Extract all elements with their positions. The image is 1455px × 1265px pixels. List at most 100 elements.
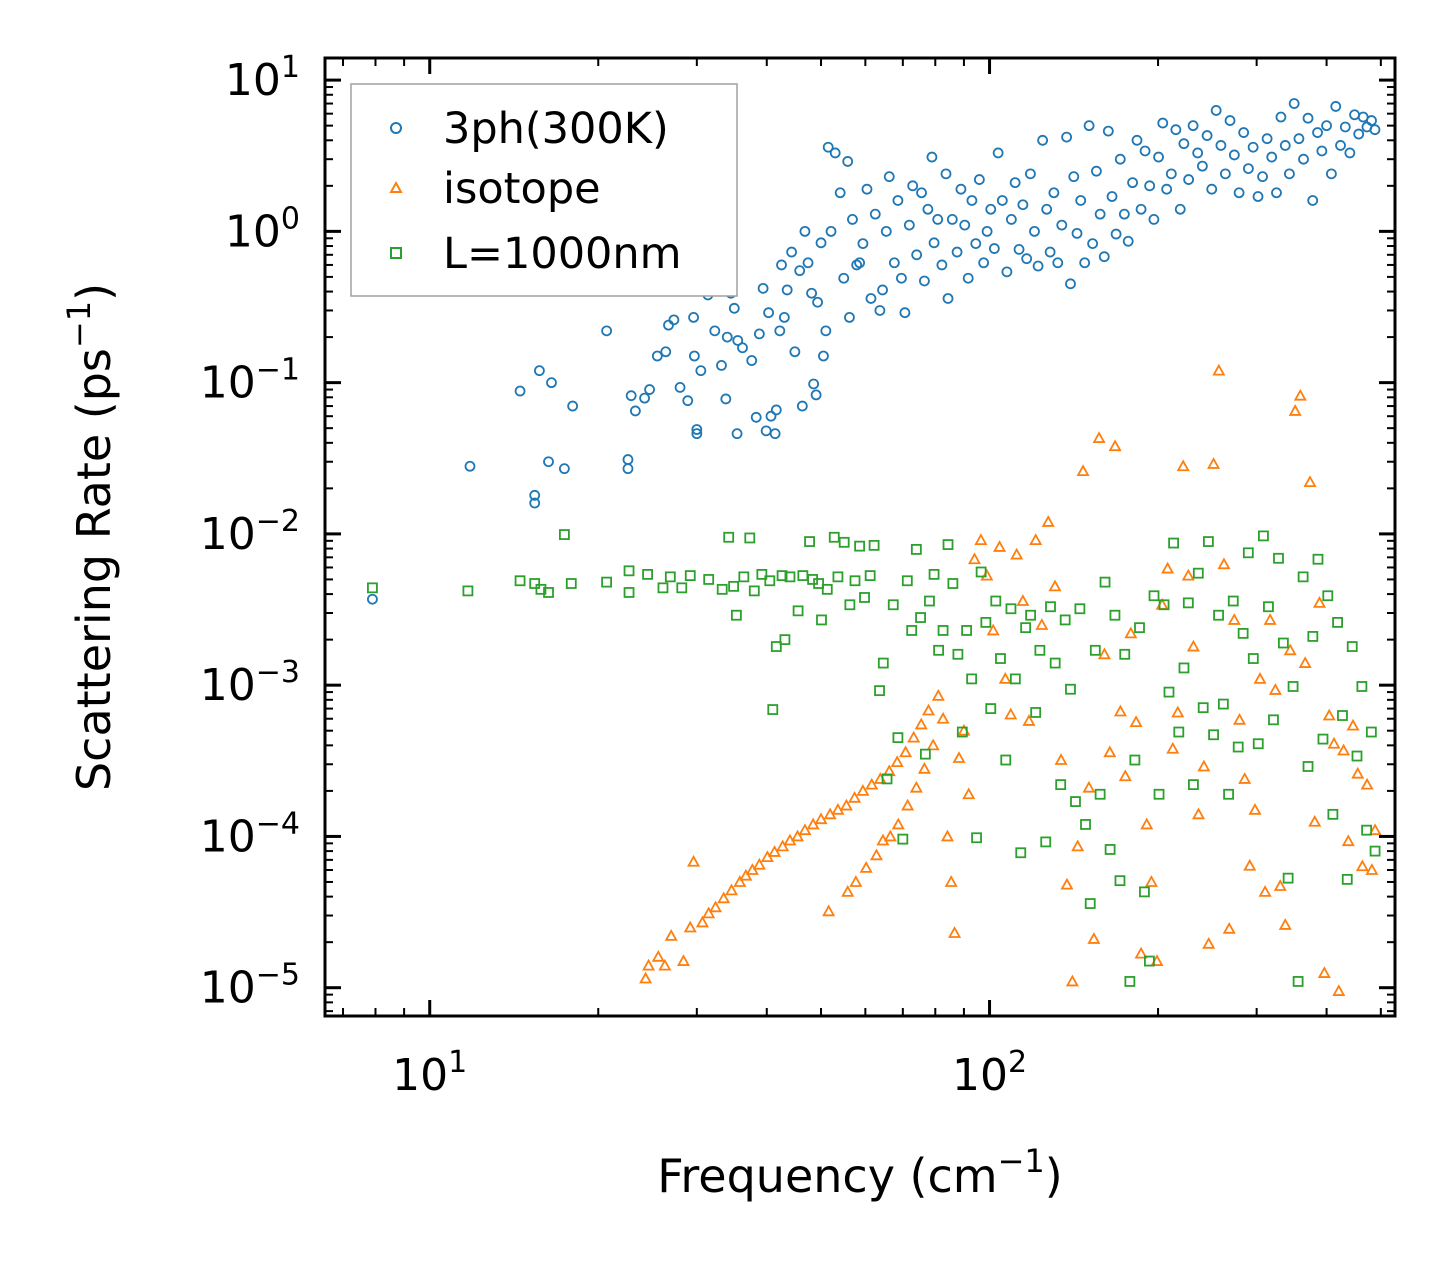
data-point [1266,151,1278,163]
plot-frame [323,56,1397,1018]
data-point [1227,595,1239,607]
data-point [1127,177,1138,189]
data-point [1075,195,1087,206]
data-point [1094,208,1106,220]
data-point [1165,168,1177,180]
data-points [367,98,1382,996]
data-point [764,575,776,587]
data-point [919,275,930,287]
data-point [854,257,866,269]
data-point [903,219,915,231]
data-point [1238,127,1250,138]
data-point [1202,936,1216,949]
data-point [716,360,727,371]
y-tick-label: 10−4 [200,806,300,862]
data-point [774,325,786,337]
data-point [1114,875,1126,887]
data-point [942,293,954,304]
data-point [1275,111,1287,123]
data-point [815,237,827,249]
data-point [849,875,863,887]
data-point [1102,125,1114,137]
data-point [657,582,669,594]
data-point [822,141,834,153]
data-point [828,531,840,543]
data-point [1242,163,1254,174]
data-point [1302,761,1314,772]
data-point [1124,976,1136,987]
data-point [844,599,856,611]
data-point [980,568,994,581]
data-point [660,346,672,358]
data-point [1134,622,1145,634]
data-point [367,582,378,594]
data-point [1079,257,1091,269]
data-point [1009,673,1021,685]
data-point [776,259,787,271]
data-point [888,257,900,269]
data-point [812,296,823,308]
data-point [926,738,940,751]
data-point [944,875,958,887]
data-point [854,540,866,552]
data-point [1365,863,1379,875]
data-point [869,208,881,220]
data-point [1041,203,1053,215]
data-point [1337,743,1351,756]
data-point [998,672,1012,684]
data-point [1099,576,1111,588]
data-point [731,428,743,440]
data-point [1135,203,1147,215]
y-tick-label: 10−3 [200,655,300,711]
data-point [1170,124,1182,136]
data-point [1056,219,1068,231]
data-point [639,392,650,404]
data-point [1257,171,1268,183]
series-3ph(300K) [367,98,1381,605]
data-point [464,460,476,472]
data-point [1213,609,1224,621]
data-point [1087,932,1101,944]
data-point [1114,153,1126,165]
data-point [907,180,919,192]
data-point [1232,712,1247,725]
data-point [1237,627,1249,639]
data-point [1092,431,1106,443]
data-point [1248,802,1262,815]
data-point [674,382,686,393]
data-point [651,949,665,962]
data-point [1238,772,1252,784]
data-point [763,307,774,319]
data-point [804,536,815,547]
data-point [1163,686,1175,698]
legend: 3ph(300K) isotope L=1000nm [350,83,738,297]
data-point [1129,715,1143,727]
data-point [1344,147,1356,159]
data-point [639,971,653,984]
data-point [921,703,936,716]
data-point [1104,844,1116,855]
data-point [966,673,978,685]
legend-marker-3ph [390,122,402,134]
data-point [1351,766,1365,779]
data-point [1174,203,1186,215]
data-point [1017,199,1029,211]
data-point [1356,681,1368,692]
data-point [1113,704,1127,717]
data-point [970,238,982,250]
data-point [558,463,570,475]
data-point [1178,138,1190,150]
data-point [967,552,982,565]
data-point [1325,168,1337,180]
data-point [916,187,927,199]
data-point [1035,618,1049,630]
data-point [1197,702,1209,714]
data-point [952,751,966,763]
data-point [1292,976,1304,987]
data-point [1181,568,1195,581]
data-point [1322,590,1334,602]
data-point [601,576,613,588]
series-isotope [639,363,1382,996]
data-point [676,582,688,594]
data-point [1307,195,1319,206]
